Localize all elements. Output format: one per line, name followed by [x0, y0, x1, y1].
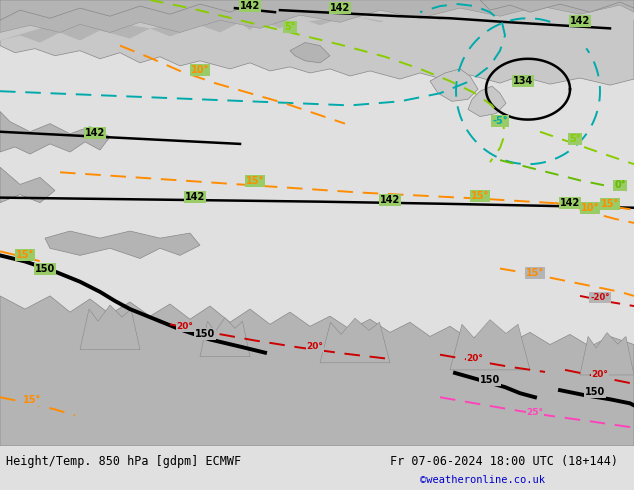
- Polygon shape: [0, 167, 55, 203]
- Text: 150: 150: [35, 264, 55, 273]
- Text: 0°: 0°: [614, 180, 626, 191]
- Text: ©weatheronline.co.uk: ©weatheronline.co.uk: [420, 475, 545, 485]
- Text: -5°: -5°: [492, 116, 508, 125]
- Text: 5°: 5°: [284, 23, 296, 32]
- Text: 142: 142: [240, 1, 260, 11]
- Text: 10°: 10°: [581, 203, 599, 213]
- Text: Height/Temp. 850 hPa [gdpm] ECMWF: Height/Temp. 850 hPa [gdpm] ECMWF: [6, 455, 241, 468]
- Polygon shape: [0, 0, 634, 41]
- Polygon shape: [0, 0, 634, 43]
- Text: 150: 150: [195, 329, 215, 340]
- Text: 15°: 15°: [246, 176, 264, 186]
- Text: 15°: 15°: [471, 191, 489, 200]
- Text: 20°: 20°: [592, 370, 609, 379]
- Polygon shape: [450, 320, 530, 370]
- Text: 15°: 15°: [23, 395, 41, 405]
- Polygon shape: [0, 112, 110, 154]
- Polygon shape: [0, 0, 260, 20]
- Polygon shape: [580, 333, 634, 375]
- Text: 5°: 5°: [569, 134, 581, 144]
- Text: 134: 134: [513, 76, 533, 86]
- Polygon shape: [480, 0, 634, 12]
- Polygon shape: [320, 318, 390, 363]
- Polygon shape: [0, 0, 634, 32]
- Polygon shape: [0, 0, 634, 85]
- Polygon shape: [80, 305, 140, 350]
- Text: 142: 142: [380, 195, 400, 205]
- Text: 150: 150: [585, 387, 605, 397]
- Text: 142: 142: [560, 198, 580, 208]
- Polygon shape: [468, 86, 506, 117]
- Text: 142: 142: [185, 192, 205, 202]
- Text: 15°: 15°: [601, 199, 619, 209]
- Text: 15°: 15°: [526, 268, 544, 278]
- Text: 20°: 20°: [307, 342, 323, 351]
- Polygon shape: [430, 69, 478, 101]
- Text: 150: 150: [480, 375, 500, 385]
- Polygon shape: [0, 296, 634, 446]
- Text: 25°: 25°: [526, 409, 543, 417]
- Text: 142: 142: [330, 3, 350, 13]
- Polygon shape: [290, 43, 330, 63]
- Text: 15°: 15°: [16, 250, 34, 260]
- Text: Fr 07-06-2024 18:00 UTC (18+144): Fr 07-06-2024 18:00 UTC (18+144): [390, 455, 618, 468]
- Polygon shape: [45, 231, 200, 258]
- Polygon shape: [200, 318, 250, 357]
- Text: 142: 142: [570, 16, 590, 26]
- Text: 20°: 20°: [467, 354, 484, 363]
- Text: 20°: 20°: [176, 322, 193, 331]
- Text: 10°: 10°: [191, 65, 209, 75]
- Text: -20°: -20°: [590, 293, 610, 302]
- Text: 142: 142: [85, 128, 105, 138]
